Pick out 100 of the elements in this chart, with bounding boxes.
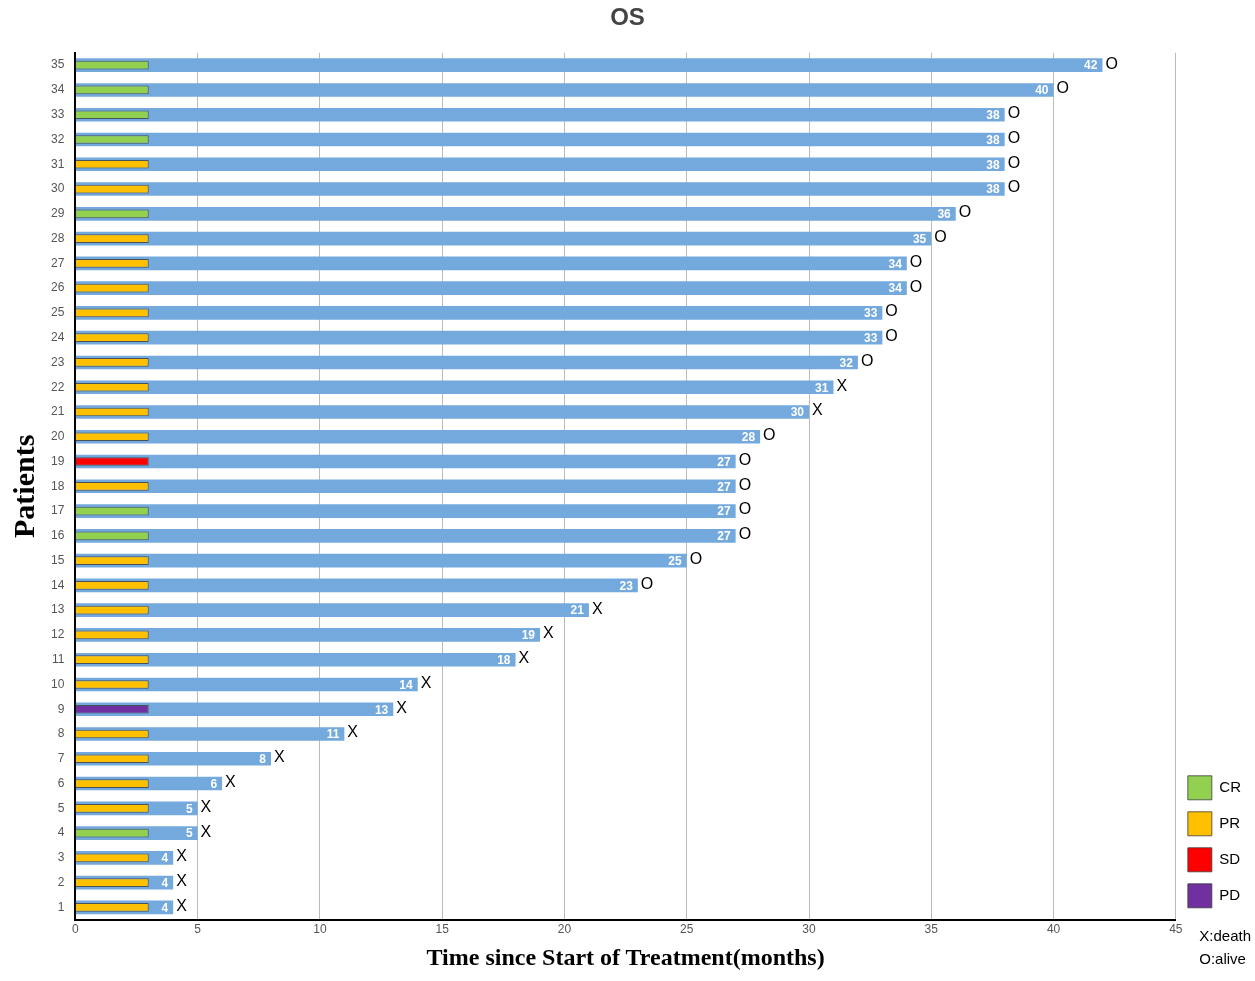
y-tick-label: 18	[50, 478, 65, 493]
data-label: 40	[1035, 83, 1049, 98]
annotation: X	[543, 624, 554, 642]
y-tick-label: 17	[50, 503, 65, 518]
y-tick-label: 3	[57, 850, 65, 865]
y-tick-label: 1	[57, 899, 65, 914]
annotation: O	[689, 550, 703, 568]
annotation: O	[1007, 128, 1021, 146]
annotation: O	[738, 450, 752, 468]
x-tick-label: 45	[1169, 922, 1183, 937]
x-axis-title: Time since Start of Treatment(months)	[426, 943, 825, 970]
y-tick-label: 5	[57, 800, 65, 815]
annotation: X	[273, 748, 285, 766]
y-tick-label: 30	[50, 181, 65, 196]
annotation: O	[1105, 54, 1118, 72]
legend-label: CR	[1219, 777, 1242, 795]
annotation: X	[200, 797, 212, 815]
data-label: 8	[259, 752, 267, 767]
annotation: X	[176, 872, 188, 890]
annotation: O	[1056, 79, 1070, 97]
bar	[75, 83, 1054, 97]
data-label: 32	[839, 355, 854, 370]
annotation: X	[591, 599, 603, 617]
x-tick-label: 20	[557, 922, 572, 937]
data-label: 27	[717, 529, 731, 544]
y-tick-label: 16	[50, 528, 65, 543]
bar	[75, 256, 907, 271]
text: O:alive	[1199, 948, 1247, 969]
y-tick-label: 12	[50, 627, 65, 642]
x-tick-label: 10	[313, 922, 327, 937]
y-tick-label: 11	[51, 652, 65, 667]
text: X:death	[1199, 925, 1251, 946]
y-tick-label: 8	[57, 726, 65, 741]
y-tick-label: 33	[50, 107, 65, 122]
y-tick-label: 21	[50, 404, 65, 419]
x-tick-label: 15	[435, 922, 450, 937]
y-tick-label: 27	[50, 255, 65, 270]
annotation: O	[763, 426, 776, 444]
legend-label: PR	[1219, 813, 1241, 831]
annotation: O	[860, 351, 874, 369]
data-label: 4	[161, 875, 169, 890]
data-label: 33	[864, 306, 878, 321]
bar	[75, 306, 883, 320]
bar	[75, 207, 956, 221]
y-tick-label: 29	[50, 206, 65, 221]
data-label: 18	[497, 653, 511, 668]
bar	[75, 132, 1005, 147]
y-tick-label: 10	[50, 676, 65, 691]
data-label: 6	[210, 776, 218, 791]
data-label: 5	[185, 801, 193, 816]
annotation: X	[200, 822, 212, 840]
data-label: 5	[185, 826, 193, 841]
y-tick-label: 34	[50, 82, 65, 97]
annotation: X	[420, 673, 432, 691]
bar	[75, 330, 883, 345]
data-label: 38	[986, 157, 1000, 172]
data-label: 27	[717, 479, 731, 494]
annotation: O	[885, 327, 898, 345]
data-label: 4	[161, 900, 169, 915]
x-tick-label: 0	[72, 922, 79, 937]
annotation: O	[1007, 153, 1021, 171]
bar	[75, 281, 907, 295]
bar	[75, 603, 589, 617]
data-label: 42	[1084, 58, 1098, 73]
bar	[75, 553, 687, 568]
annotation: X	[176, 896, 188, 914]
data-label: 38	[986, 182, 1000, 197]
y-tick-label: 14	[50, 577, 65, 592]
bar	[75, 182, 1005, 196]
annotation: O	[640, 574, 654, 592]
annotation: X	[518, 649, 530, 667]
annotation: X	[812, 401, 824, 419]
data-label: 13	[374, 702, 389, 717]
y-tick-label: 28	[50, 230, 65, 245]
bar	[75, 454, 736, 469]
annotation: X	[396, 698, 408, 716]
legend-label: SD	[1219, 849, 1241, 867]
annotation: O	[738, 475, 752, 493]
annotation: O	[934, 227, 947, 245]
data-label: 23	[619, 578, 634, 593]
data-label: 38	[986, 108, 1000, 123]
data-label: 11	[326, 727, 340, 742]
data-label: 33	[864, 330, 878, 345]
data-label: 34	[888, 281, 903, 296]
data-label: 25	[668, 553, 683, 568]
data-label: 31	[815, 380, 829, 395]
legend-label: PD	[1219, 885, 1241, 903]
x-tick-label: 35	[924, 922, 939, 937]
data-label: 38	[986, 132, 1000, 147]
bar	[75, 157, 1005, 172]
x-tick-label: 40	[1046, 922, 1061, 937]
y-tick-label: 26	[50, 280, 65, 295]
data-label: 19	[521, 628, 536, 643]
y-tick-label: 4	[57, 825, 65, 840]
y-tick-label: 7	[57, 751, 65, 766]
bar	[75, 504, 736, 518]
annotation: X	[225, 772, 237, 790]
bar	[75, 479, 736, 494]
y-tick-label: 6	[57, 775, 65, 790]
data-label: 34	[888, 256, 903, 271]
